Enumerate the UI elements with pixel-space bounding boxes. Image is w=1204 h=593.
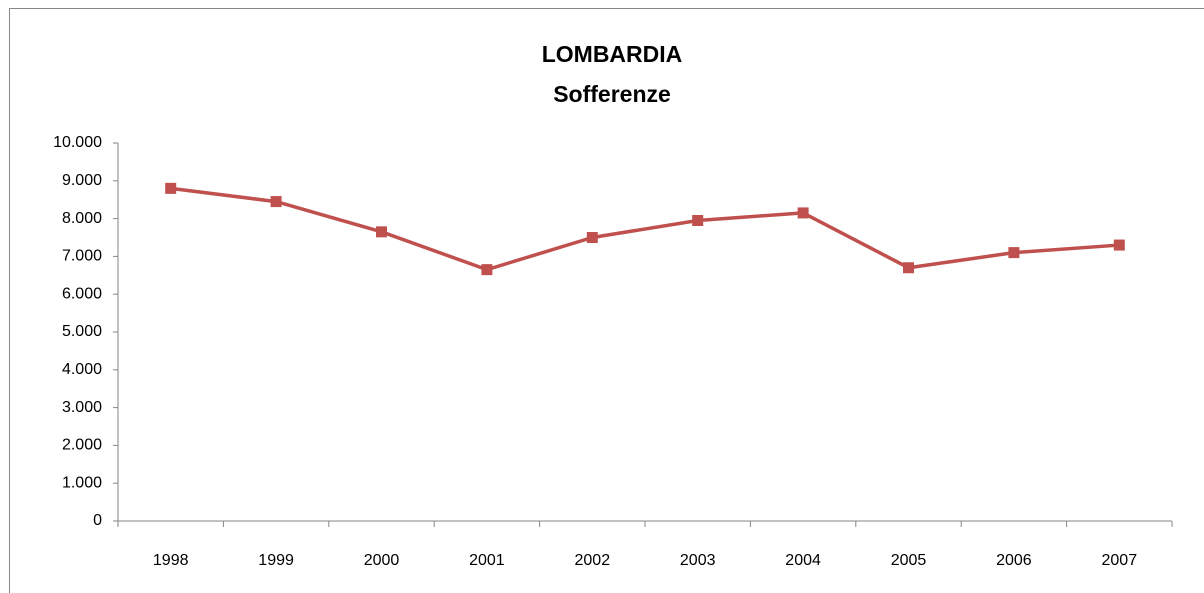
x-tick-label: 2006 (996, 552, 1032, 569)
marker (376, 226, 387, 238)
y-tick-label: 2.000 (62, 437, 102, 454)
marker (586, 232, 598, 243)
chart-subtitle: Sofferenze (553, 81, 671, 107)
y-tick-label: 5.000 (62, 323, 102, 340)
marker (270, 196, 282, 208)
y-tick-label: 8.000 (62, 210, 102, 227)
y-tick-label: 3.000 (62, 399, 102, 416)
marker (165, 182, 177, 194)
y-tick-label: 6.000 (62, 285, 102, 302)
line (170, 186, 1120, 272)
x-tick-label: 2004 (785, 552, 821, 569)
x-tick-label: 2002 (575, 552, 611, 569)
marker (692, 214, 704, 226)
x-tick-label: 1998 (153, 552, 189, 569)
x-tick-label: 2003 (680, 552, 716, 569)
y-tick-label: 9.000 (62, 172, 102, 189)
x-tick-label: 2007 (1102, 552, 1138, 569)
marker (903, 262, 914, 274)
x-tick-label: 2001 (469, 552, 505, 569)
marker (481, 264, 493, 276)
marker (1113, 239, 1125, 251)
x-tick-label: 1999 (258, 552, 294, 569)
chart-frame (9, 8, 1204, 593)
x-tick-label: 2005 (891, 552, 927, 569)
chart-title: LOMBARDIA (542, 41, 683, 67)
marker (797, 207, 809, 219)
y-tick-label: 10.000 (53, 134, 102, 151)
y-tick-label: 0 (93, 512, 102, 529)
x-tick-label: 2000 (364, 552, 400, 569)
y-tick-label: 7.000 (62, 248, 102, 265)
y-tick-label: 1.000 (62, 474, 102, 491)
y-tick-label: 4.000 (62, 361, 102, 378)
marker (1008, 247, 1020, 259)
